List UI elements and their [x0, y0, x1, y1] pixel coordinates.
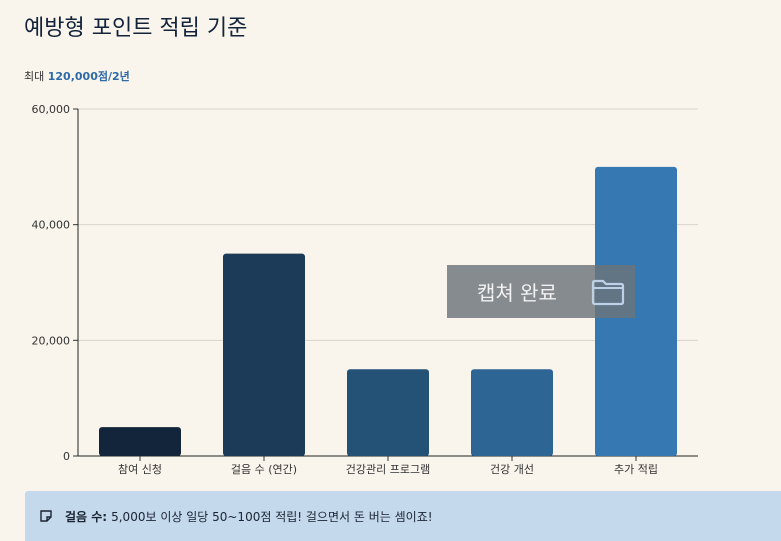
y-tick-label: 20,000 — [32, 334, 71, 347]
y-tick-label: 0 — [63, 450, 70, 463]
bar — [595, 166, 677, 457]
capture-complete-toast[interactable]: 캡쳐 완료 — [447, 265, 635, 318]
y-tick-label: 40,000 — [32, 219, 71, 232]
x-tick-label: 건강 개선 — [490, 463, 534, 476]
sticky-note-icon — [40, 510, 52, 522]
x-tick-label: 걸음 수 (연간) — [231, 463, 297, 476]
folder-icon[interactable] — [591, 278, 625, 306]
bar — [347, 369, 429, 456]
page-subtitle: 최대 120,000점/2년 — [24, 68, 130, 84]
bar-chart: 0 20,000 40,000 60,000 참여 신청 걸음 수 (연간) 건강관리 프로… — [32, 103, 698, 476]
y-tick-label: 60,000 — [32, 103, 71, 116]
x-tick-label: 건강관리 프로그램 — [346, 463, 430, 476]
toast-text: 캡쳐 완료 — [477, 281, 557, 305]
bar — [99, 427, 181, 456]
bar — [471, 369, 553, 456]
subtitle-max-points: 120,000점/2년 — [47, 70, 130, 83]
x-tick-label: 참여 신청 — [118, 463, 162, 476]
subtitle-prefix: 최대 — [24, 70, 48, 83]
notice-label: 걸음 수: — [65, 509, 108, 524]
notice-text: 5,000보 이상 일당 50~100점 적립! 걸으면서 돈 버는 셈이죠! — [111, 509, 433, 524]
x-tick-label: 추가 적립 — [614, 463, 658, 476]
walking-notice-box: 걸음 수: 5,000보 이상 일당 50~100점 적립! 걸으면서 돈 버는… — [25, 491, 781, 541]
page-title: 예방형 포인트 적립 기준 — [24, 16, 248, 41]
bar — [223, 253, 305, 456]
